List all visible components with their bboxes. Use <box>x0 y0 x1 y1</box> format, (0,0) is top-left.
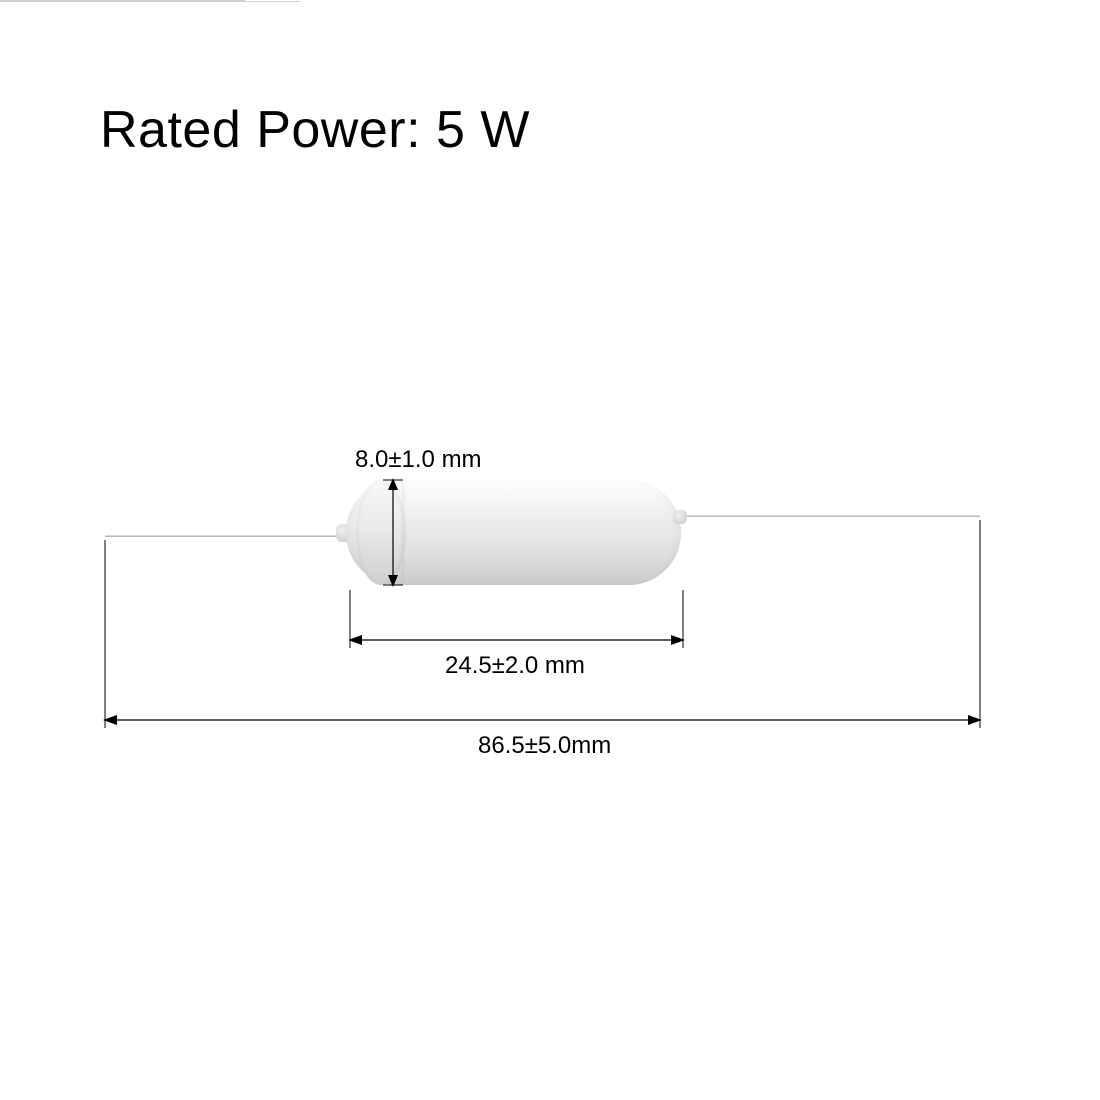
dim-overall-length <box>103 520 982 728</box>
dimension-lines <box>0 0 1100 1100</box>
resistor-diagram: 8.0±1.0 mm 24.5±2.0 mm 86.5±5.0mm <box>0 0 1100 1100</box>
dim-body-length <box>348 590 685 648</box>
dim-diameter <box>383 478 403 587</box>
canvas: Rated Power: 5 W 8.0±1.0 mm 24.5±2.0 mm … <box>0 0 1100 1100</box>
